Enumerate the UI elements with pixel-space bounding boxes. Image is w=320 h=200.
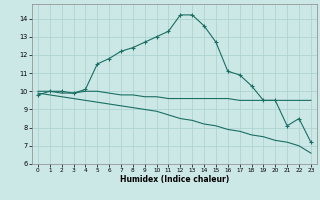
X-axis label: Humidex (Indice chaleur): Humidex (Indice chaleur) <box>120 175 229 184</box>
